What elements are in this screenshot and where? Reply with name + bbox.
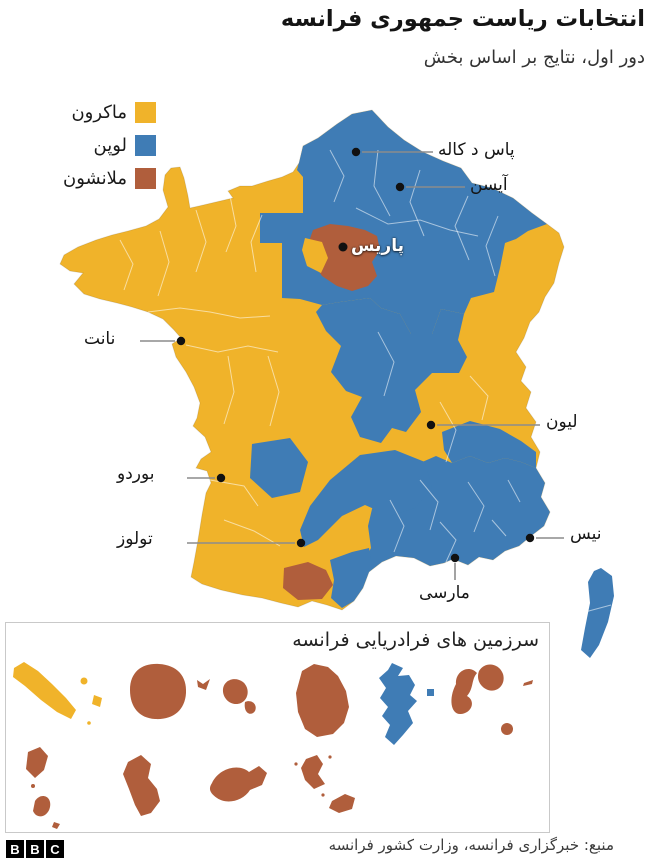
territory-small-1 [197,679,210,690]
dot-bordeaux [216,473,226,483]
dot-nice [525,533,535,543]
region-alps-lepen [442,421,536,468]
territory-reunion [130,663,187,720]
territory-martinique [123,755,160,816]
territory-islet-1 [80,677,88,685]
territory-guiana [296,664,349,737]
overseas-shapes [13,662,533,829]
legend-swatch-lepen [135,135,156,156]
region-dordogne-lepen [250,438,308,498]
territory-small-2 [222,679,248,705]
territory-guadeloupe-east [478,664,504,691]
territory-row2-4c [328,755,332,759]
legend-item-macron: ماکرون [0,96,156,129]
city-dots [176,147,535,563]
territory-dash [523,680,533,686]
territory-guadeloupe-west [451,668,477,715]
region-lot-tarn-lepen [300,450,432,547]
legend-swatch-macron [135,102,156,123]
bbc-logo-letter-3: C [46,840,64,858]
legend-item-melenchon: ملانشون [0,162,156,195]
dot-pas-de-calais [351,147,361,157]
legend-label-lepen: لوپن [93,135,128,156]
dot-paris [338,242,348,252]
territory-new-caledonia [13,662,76,719]
overseas-title: سرزمین های فرادریایی فرانسه [292,629,539,651]
bbc-logo-letter-1: B [6,840,24,858]
label-nantes: نانت [84,329,116,349]
legend-item-lepen: لوپن [0,129,156,162]
territory-row2-4b [294,762,298,766]
label-bordeaux: بوردو [117,464,155,484]
territory-row2-5b [321,793,325,797]
territory-row2-5 [329,794,355,813]
label-marseille: مارسی [419,583,470,603]
corsica-border-line [584,604,612,613]
dot-aisne [395,182,405,192]
territory-row2-1 [26,747,48,778]
dot-toulouse [296,538,306,548]
dot-lyon [426,420,436,430]
region-aude-lepen [330,548,372,608]
source-text: منبع: خبرگزاری فرانسه، وزارت کشور فرانسه [328,836,614,854]
corsica-island-lepen [581,568,614,658]
label-toulouse: تولوز [117,529,153,549]
legend-label-melenchon: ملانشون [63,168,127,189]
overseas-territories-box: سرزمین های فرادریایی فرانسه [5,622,550,833]
territory-marie-galante [501,723,513,735]
page-title: انتخابات ریاست جمهوری فرانسه [280,6,645,32]
territory-row2-2 [33,796,51,817]
territory-mayotte [379,663,417,745]
territory-mayotte-islet [427,689,434,696]
legend-label-macron: ماکرون [71,102,127,123]
department-border-lines [119,149,521,563]
label-paris: پاریس [351,236,404,256]
label-pas-de-calais: پاس د کاله [438,140,515,160]
page-subtitle: دور اول، نتایج بر اساس بخش [423,47,645,68]
label-aisne: آیسن [470,175,508,195]
territory-tahiti [209,766,267,802]
bbc-logo-letter-2: B [26,840,44,858]
territory-islet-2 [92,695,102,707]
territory-small-2b [244,701,256,714]
label-nice: نیس [570,524,602,544]
dot-nantes [176,336,186,346]
region-ariege-melenchon [283,562,333,600]
dot-marseille [450,553,460,563]
region-overlays [119,110,550,608]
territory-row2-2b [52,822,60,829]
leader-lines [140,151,564,580]
label-lyon: لیون [546,412,578,432]
territory-row2-1b [31,784,35,788]
legend-swatch-melenchon [135,168,156,189]
territory-row2-4 [301,755,325,789]
legend: ماکرون لوپن ملانشون [0,96,156,195]
region-yvelines-macron [302,238,328,273]
territory-islet-3 [87,721,91,725]
region-paris-melenchon [308,224,380,291]
bbc-logo: B B C [6,840,64,858]
